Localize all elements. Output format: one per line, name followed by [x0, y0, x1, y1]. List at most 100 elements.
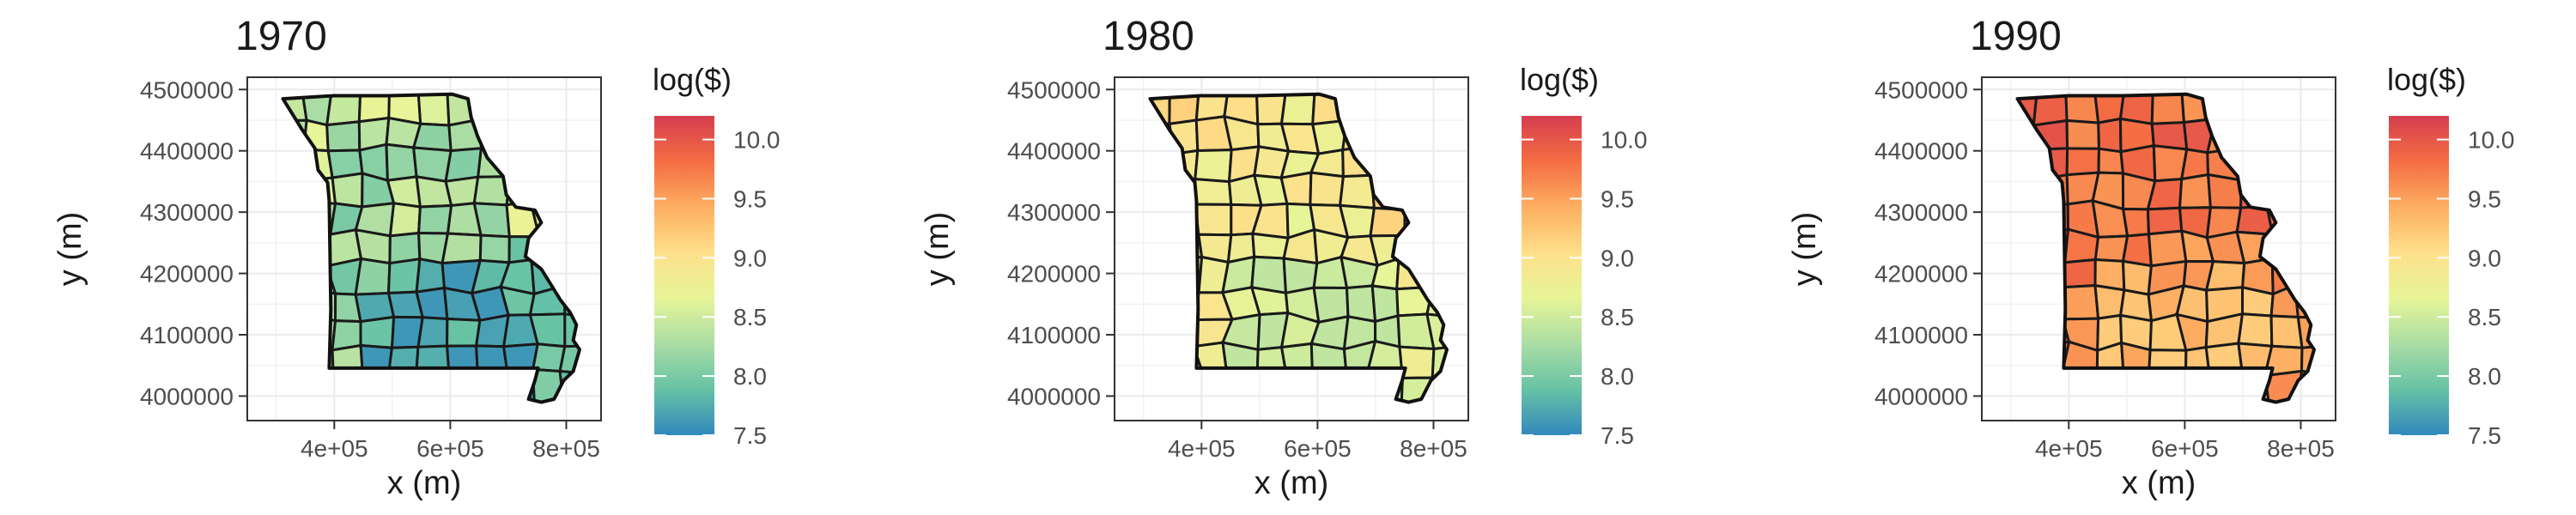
legend-title: log($) [653, 62, 732, 97]
legend-tick-label: 9.0 [2468, 245, 2501, 271]
axis-ticks [1106, 88, 1435, 429]
legend-tick-label: 8.5 [1601, 304, 1634, 330]
legend-tick-label: 7.5 [1601, 422, 1634, 449]
county [416, 316, 449, 348]
x-axis-label: x (m) [387, 465, 462, 501]
county [2204, 260, 2246, 292]
legend-tick-label: 9.5 [733, 185, 767, 212]
county [1279, 94, 1316, 126]
y-tick-label: 4400000 [1007, 138, 1101, 165]
color-legend: log($) 10.0 9.5 9.0 8.5 8.0 7.5 [1520, 62, 1648, 449]
plot-border [246, 76, 602, 421]
county [2147, 229, 2188, 268]
county [1338, 173, 1376, 210]
county [388, 202, 422, 238]
x-tick-label: 8e+05 [1400, 435, 1467, 462]
x-axis-label: x (m) [2122, 465, 2196, 501]
legend-tick-label: 9.5 [2468, 185, 2501, 212]
legend-colorbar [1522, 116, 1582, 435]
y-tick-label: 4000000 [1007, 383, 1101, 409]
county [385, 142, 418, 182]
county [415, 257, 447, 294]
legend-tick-label: 9.0 [733, 245, 767, 271]
x-tick-label: 6e+05 [1284, 435, 1352, 462]
legend-colorbar [654, 116, 714, 435]
y-axis-label: y (m) [920, 212, 956, 287]
plot-border [1114, 76, 1469, 421]
county [2237, 312, 2274, 348]
county [2062, 258, 2097, 289]
panel-1970: 4500000 4400000 4300000 4200000 4100000 40000… [52, 14, 781, 501]
county [440, 232, 483, 265]
y-tick-label: 4400000 [1874, 138, 1968, 165]
county [2065, 118, 2101, 150]
county [386, 257, 422, 295]
x-tick-label: 8e+05 [2267, 435, 2335, 462]
legend-tick-label: 9.5 [1601, 185, 1634, 212]
axis-ticks [239, 88, 568, 429]
county [472, 202, 511, 239]
y-tick-label: 4500000 [1874, 76, 1968, 103]
y-tick-label: 4000000 [1874, 383, 1968, 409]
x-tick-label: 4e+05 [301, 435, 368, 462]
y-tick-label: 4200000 [1007, 261, 1101, 288]
legend-tick-label: 8.5 [2468, 304, 2501, 330]
state-outline [281, 92, 581, 404]
y-tick-label: 4000000 [140, 383, 234, 409]
legend-tick-label: 8.0 [1601, 363, 1634, 390]
state-outline [1148, 92, 1449, 404]
y-tick-label: 4500000 [1007, 76, 1101, 103]
color-legend: log($) 10.0 9.5 9.0 8.5 8.0 7.5 [2387, 62, 2515, 449]
legend-tick-label: 8.5 [733, 304, 767, 330]
x-tick-label: 4e+05 [2035, 435, 2103, 462]
county [1251, 232, 1290, 260]
legend-tick-label: 8.0 [733, 363, 767, 390]
legend-tick-label: 7.5 [2468, 422, 2501, 449]
county [417, 203, 453, 235]
x-tick-label: 8e+05 [532, 435, 600, 462]
county [2206, 173, 2243, 209]
county [2178, 173, 2213, 209]
plot-border [1981, 76, 2336, 421]
county [478, 233, 511, 264]
county [444, 175, 480, 208]
panel-title: 1970 [235, 14, 327, 59]
y-tick-label: 4100000 [1007, 322, 1101, 348]
legend-tick-label: 10.0 [2468, 127, 2515, 154]
county [2065, 147, 2101, 177]
legend-title: log($) [1520, 62, 1599, 97]
legend-tick-label: 7.5 [733, 422, 767, 449]
county [359, 315, 396, 349]
color-legend: log($) 10.0 9.5 9.0 8.5 8.0 7.5 [653, 62, 781, 449]
y-tick-label: 4500000 [140, 76, 234, 103]
x-tick-label: 6e+05 [416, 435, 484, 462]
y-tick-label: 4300000 [1874, 199, 1968, 226]
county [1194, 177, 1233, 206]
y-axis-label: y (m) [1787, 212, 1823, 287]
y-tick-label: 4400000 [140, 138, 234, 165]
panel-1990: 4500000 4400000 4300000 4200000 4100000 40000… [1787, 14, 2515, 501]
y-tick-label: 4300000 [1007, 199, 1101, 226]
state-outline [2015, 92, 2316, 404]
county [325, 120, 361, 153]
x-tick-label: 6e+05 [2151, 435, 2219, 462]
county [2097, 147, 2125, 175]
y-tick-label: 4300000 [140, 199, 234, 226]
county [354, 257, 392, 296]
y-axis-label: y (m) [52, 212, 88, 287]
county [2146, 206, 2184, 236]
county [1279, 171, 1313, 207]
county [1194, 203, 1233, 237]
y-tick-label: 4100000 [140, 322, 234, 348]
county [331, 172, 364, 209]
legend-tick-label: 8.0 [2468, 363, 2501, 390]
county [416, 94, 451, 127]
y-tick-label: 4100000 [1874, 322, 1968, 348]
panel-1980: 4500000 4400000 4300000 4200000 4100000 40000… [920, 14, 1648, 501]
county [415, 286, 449, 321]
y-tick-label: 4200000 [140, 261, 234, 288]
y-tick-label: 4200000 [1874, 261, 1968, 288]
legend-tick-label: 9.0 [1601, 245, 1634, 271]
county [2150, 94, 2186, 125]
